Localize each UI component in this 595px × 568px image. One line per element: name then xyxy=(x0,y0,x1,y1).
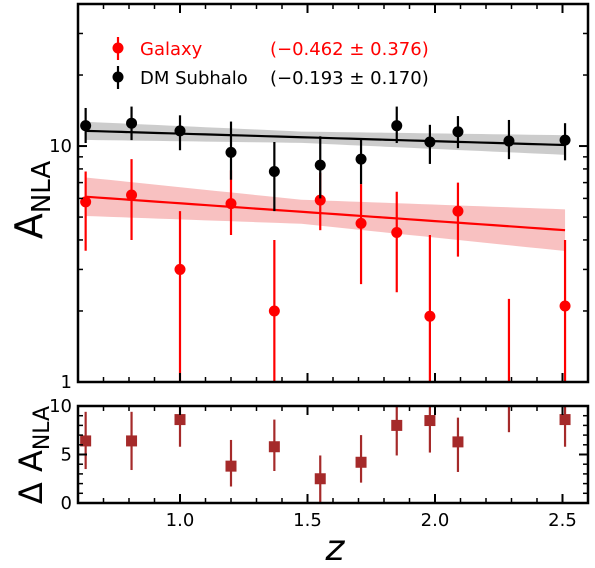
top-panel: 1 10 Galaxy (−0.462 ± 0.376) DM Subhalo (… xyxy=(7,2,590,393)
bottom-panel: 0 5 10 1.0 1.5 2.0 2.5 Δ ANLA z xyxy=(12,396,590,568)
x-tick-label: 2.0 xyxy=(421,510,450,531)
data-point xyxy=(355,153,367,165)
data-point xyxy=(225,146,237,158)
data-point xyxy=(174,263,186,275)
data-point xyxy=(268,305,280,317)
data-point xyxy=(126,189,138,201)
data-point xyxy=(391,227,403,239)
data-point xyxy=(559,134,571,146)
fit-line-0 xyxy=(85,195,566,232)
legend: Galaxy (−0.462 ± 0.376) DM Subhalo (−0.1… xyxy=(112,37,429,89)
data-point xyxy=(391,120,403,132)
delta-point xyxy=(314,473,326,485)
delta-point xyxy=(268,441,280,453)
data-point xyxy=(424,136,436,148)
delta-points xyxy=(80,406,571,503)
bottom-y-axis-label: Δ ANLA xyxy=(12,406,55,504)
legend-fit-dm-subhalo: (−0.193 ± 0.170) xyxy=(270,68,429,89)
data-point xyxy=(314,194,326,206)
data-point xyxy=(314,159,326,171)
data-point xyxy=(355,217,367,229)
fit-line-1 xyxy=(85,129,566,147)
delta-point xyxy=(80,435,92,447)
delta-y-tick-label: 0 xyxy=(61,493,72,514)
data-point xyxy=(559,300,571,312)
x-axis-label: z xyxy=(325,528,346,568)
data-point xyxy=(268,166,280,178)
data-points xyxy=(80,106,571,382)
delta-point xyxy=(355,456,367,468)
y-tick-label: 10 xyxy=(49,136,72,157)
data-point xyxy=(174,125,186,137)
delta-point xyxy=(391,419,403,431)
data-point xyxy=(225,198,237,210)
delta-point xyxy=(174,414,186,426)
fit-bands xyxy=(85,121,566,252)
data-point xyxy=(503,135,515,147)
data-point xyxy=(452,126,464,138)
y-tick-label: 1 xyxy=(61,372,72,393)
legend-entry-galaxy: Galaxy (−0.462 ± 0.376) xyxy=(112,37,429,60)
data-point xyxy=(452,205,464,217)
legend-label-dm-subhalo: DM Subhalo xyxy=(140,68,248,89)
data-point xyxy=(424,310,436,322)
x-tick-label: 1.5 xyxy=(293,510,322,531)
delta-point xyxy=(559,414,571,426)
delta-point xyxy=(452,436,464,448)
delta-y-tick-label: 10 xyxy=(49,396,72,417)
data-point xyxy=(80,120,92,132)
delta-y-tick-label: 5 xyxy=(61,445,72,466)
top-y-axis-label: ANLA xyxy=(7,161,57,240)
delta-point xyxy=(225,460,237,472)
fit-lines xyxy=(85,129,566,232)
x-tick-label: 2.5 xyxy=(548,510,577,531)
data-point xyxy=(126,117,138,129)
legend-marker-dm-subhalo xyxy=(112,71,124,83)
top-plot-frame xyxy=(76,2,590,384)
legend-entry-dm-subhalo: DM Subhalo (−0.193 ± 0.170) xyxy=(112,66,429,89)
delta-point xyxy=(424,415,436,427)
x-tick-label: 1.0 xyxy=(166,510,195,531)
legend-fit-galaxy: (−0.462 ± 0.376) xyxy=(270,39,429,60)
legend-marker-galaxy xyxy=(112,42,124,54)
bottom-axis-ticks: 0 5 10 1.0 1.5 2.0 2.5 xyxy=(49,396,588,531)
bottom-plot-frame xyxy=(76,404,590,505)
delta-point xyxy=(126,435,138,447)
legend-label-galaxy: Galaxy xyxy=(140,39,203,60)
